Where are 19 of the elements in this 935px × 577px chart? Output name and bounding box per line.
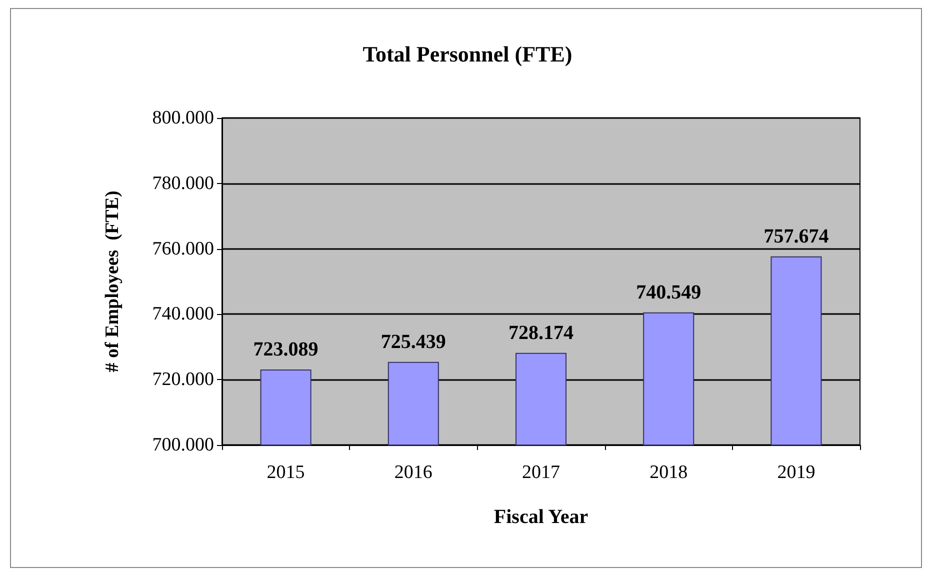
x-axis-title: Fiscal Year (494, 506, 588, 528)
y-tick-label: 800.000 (152, 108, 214, 128)
data-label: 728.174 (508, 322, 574, 344)
x-tick-label: 2019 (777, 462, 816, 483)
x-tick-label: 2018 (650, 462, 688, 483)
chart-title: Total Personnel (FTE) (362, 42, 572, 66)
y-tick-label: 700.000 (152, 434, 214, 456)
y-tick-label: 720.000 (152, 369, 214, 390)
x-tick-label: 2016 (394, 462, 432, 483)
x-tick-label: 2017 (522, 462, 560, 483)
y-tick-label: 780.000 (152, 172, 214, 194)
y-axis-title: # of Employees (FTE) (102, 190, 123, 372)
data-label: 740.549 (636, 281, 702, 304)
data-label: 723.089 (253, 338, 318, 360)
data-label: 757.674 (764, 225, 829, 248)
y-tick-label: 760.000 (152, 238, 214, 260)
y-tick-label: 740.000 (152, 304, 214, 325)
data-label: 725.439 (380, 330, 446, 353)
x-tick-label: 2015 (266, 462, 305, 483)
